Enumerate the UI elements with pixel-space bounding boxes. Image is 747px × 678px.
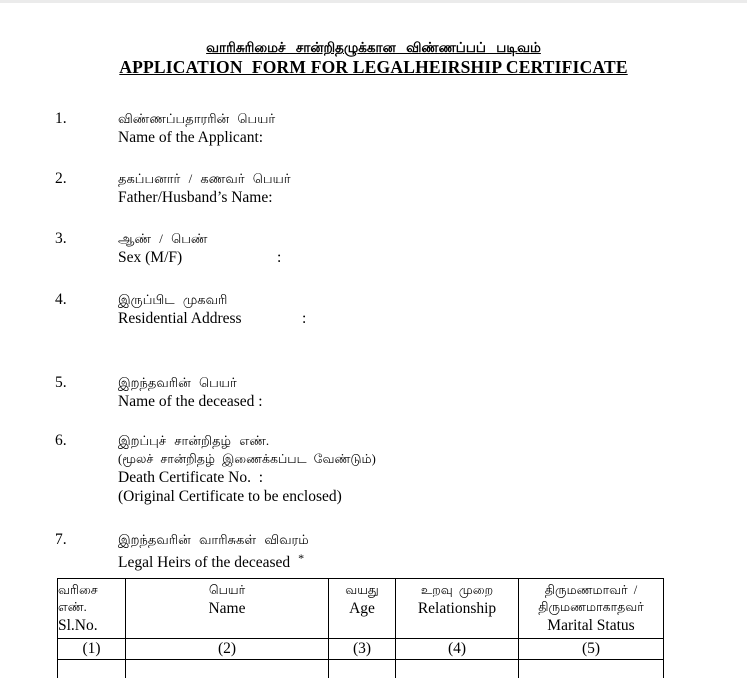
item-number: 6. — [55, 432, 67, 449]
empty-data-cell — [57, 659, 126, 678]
column-header-english: Age — [349, 600, 375, 617]
item-number: 2. — [55, 170, 67, 187]
column-header-tamil: வரிசை எண். — [58, 583, 98, 614]
empty-data-cell — [125, 659, 329, 678]
item-number: 7. — [55, 531, 67, 548]
item-label-tamil: இறந்தவரின் வாரிசுகள் விவரம் — [118, 532, 309, 547]
item-label-english: Residential Address — [118, 310, 242, 327]
column-header-english: Marital Status — [547, 617, 635, 634]
column-number-cell: (3) — [328, 638, 396, 660]
column-header-age: வயது Age — [328, 578, 396, 639]
column-header-tamil: வயது — [345, 583, 379, 597]
column-number-row: (1) (2) (3) (4) (5) — [57, 638, 664, 660]
column-number-cell: (2) — [125, 638, 329, 660]
item-text: இறந்தவரின் வாரிசுகள் விவரம் Legal Heirs … — [118, 531, 309, 572]
empty-data-cell — [395, 659, 519, 678]
item-number: 3. — [55, 230, 67, 247]
table-header-row: வரிசை எண். Sl.No. பெயர் Name வயது Age உற… — [57, 578, 664, 639]
column-header-tamil: பெயர் — [208, 583, 246, 597]
form-item-residential-address: 4. இருப்பிட முகவரி Residential Address: — [55, 291, 306, 328]
column-header-tamil: திருமணமாவர் / திருமணமாகாதவர் — [538, 583, 644, 614]
column-number-cell: (4) — [395, 638, 519, 660]
column-number-cell: (1) — [57, 638, 126, 660]
item-label-tamil: ஆண் / பெண் — [118, 231, 208, 246]
item-label-english-row: Legal Heirs of the deceased * — [118, 549, 309, 572]
column-header-slno: வரிசை எண். Sl.No. — [57, 578, 126, 639]
form-item-father-husband-name: 2. தகப்பனார் / கணவர் பெயர் Father/Husban… — [55, 170, 291, 207]
form-item-applicant-name: 1. விண்ணப்பதாரரின் பெயர் Name of the App… — [55, 110, 275, 147]
item-label-tamil: இறப்புச் சான்றிதழ் எண். — [118, 433, 270, 448]
item-text: இறப்புச் சான்றிதழ் எண். (மூலச் சான்றிதழ்… — [118, 432, 376, 506]
column-header-tamil: உறவு முறை — [420, 583, 494, 597]
column-header-english: Relationship — [417, 600, 497, 617]
item-text: தகப்பனார் / கணவர் பெயர் Father/Husband’s… — [118, 170, 291, 207]
item-text: ஆண் / பெண் Sex (M/F): — [118, 230, 281, 267]
item-label-tamil: தகப்பனார் / கணவர் பெயர் — [118, 171, 291, 186]
form-title-tamil: வாரிசுரிமைச் சான்றிதழுக்கான விண்ணப்பப் ப… — [206, 40, 541, 55]
item-label-tamil: விண்ணப்பதாரரின் பெயர் — [118, 111, 276, 126]
column-header-english: Sl.No. — [58, 617, 98, 634]
item-label-english: Father/Husband’s Name: — [118, 189, 273, 206]
empty-data-cell — [328, 659, 396, 678]
item-colon: : — [277, 249, 282, 266]
item-text: விண்ணப்பதாரரின் பெயர் Name of the Applic… — [118, 110, 275, 147]
empty-data-cell — [518, 659, 664, 678]
form-item-deceased-name: 5. இறந்தவரின் பெயர் Name of the deceased… — [55, 374, 263, 411]
column-header-name: பெயர் Name — [125, 578, 329, 639]
item-note-tamil: (மூலச் சான்றிதழ் இணைக்கப்பட வேண்டும்) — [118, 452, 376, 466]
item-colon: : — [302, 310, 307, 327]
column-header-relationship: உறவு முறை Relationship — [395, 578, 519, 639]
item-label-english: Legal Heirs of the deceased — [118, 554, 291, 571]
column-header-english: Name — [208, 600, 246, 617]
item-number: 1. — [55, 110, 67, 127]
item-number: 4. — [55, 291, 67, 308]
item-label-english-row: Residential Address: — [118, 309, 306, 328]
item-label-tamil: இருப்பிட முகவரி — [118, 292, 228, 307]
form-header: வாரிசுரிமைச் சான்றிதழுக்கான விண்ணப்பப் ப… — [0, 39, 747, 78]
empty-data-row — [57, 659, 664, 678]
item-label-english: Name of the deceased : — [118, 393, 263, 410]
item-label-english: Sex (M/F) — [118, 249, 183, 266]
item-label-tamil: இறந்தவரின் பெயர் — [118, 375, 237, 390]
item-note-english: (Original Certificate to be enclosed) — [118, 488, 342, 505]
legal-heirs-table: வரிசை எண். Sl.No. பெயர் Name வயது Age உற… — [57, 578, 664, 678]
column-header-marital-status: திருமணமாவர் / திருமணமாகாதவர் Marital Sta… — [518, 578, 664, 639]
footnote-asterisk-marker: * — [298, 551, 305, 565]
item-text: இறந்தவரின் பெயர் Name of the deceased : — [118, 374, 263, 411]
item-text: இருப்பிட முகவரி Residential Address: — [118, 291, 306, 328]
item-label-english: Death Certificate No. : — [118, 469, 264, 486]
form-item-death-certificate-no: 6. இறப்புச் சான்றிதழ் எண். (மூலச் சான்றி… — [55, 432, 376, 506]
item-label-english: Name of the Applicant: — [118, 129, 264, 146]
form-item-sex: 3. ஆண் / பெண் Sex (M/F): — [55, 230, 281, 267]
item-number: 5. — [55, 374, 67, 391]
page-top-edge — [0, 0, 747, 3]
item-label-english-row: Sex (M/F): — [118, 248, 281, 267]
form-item-legal-heirs: 7. இறந்தவரின் வாரிசுகள் விவரம் Legal Hei… — [55, 531, 309, 572]
column-number-cell: (5) — [518, 638, 664, 660]
form-title-english: APPLICATION FORM FOR LEGALHEIRSHIP CERTI… — [119, 57, 628, 77]
